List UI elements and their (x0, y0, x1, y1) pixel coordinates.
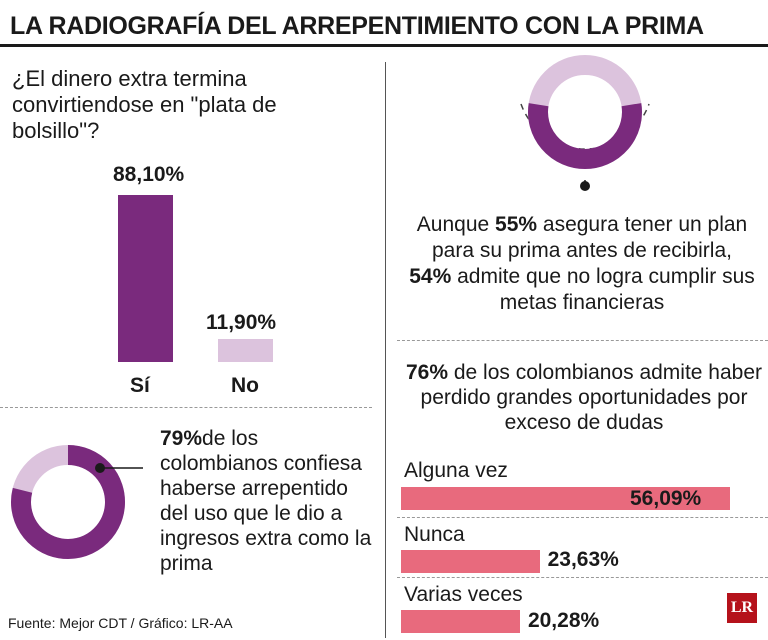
panel-76-highlight: 76% (405, 361, 448, 384)
divider-right-3 (397, 577, 768, 578)
hbar-value-varias-veces: 20,28% (527, 609, 600, 632)
divider-right-1 (397, 340, 768, 341)
bar-no (218, 339, 273, 362)
hbar-label-varias-veces: Varias veces (404, 583, 523, 606)
donut-55-slice (528, 103, 642, 169)
panel-55-highlight-1: 55% (495, 213, 538, 236)
panel-79-text: 79%de los colombianos confiesa haberse a… (160, 426, 375, 576)
lr-logo: LR (727, 593, 757, 623)
panel-55-part-2: asegura tener un plan para su prima ante… (432, 213, 748, 262)
question-text: ¿El dinero extra termina convirtiendose … (12, 66, 277, 143)
hbar-value-nunca: 23,63% (547, 548, 619, 571)
panel-55-part-1: Aunque (416, 213, 496, 236)
panel-55-text: Aunque 55% asegura tener un plan para su… (397, 212, 767, 316)
panel-76-text: 76% de los colombianos admite haber perd… (400, 360, 768, 435)
donut-79-chart (11, 445, 143, 559)
bar-si (118, 195, 173, 362)
donut-55-chart (520, 55, 650, 191)
source-note: Fuente: Mejor CDT / Gráfico: LR-AA (8, 615, 233, 631)
panel-79-body: de los colombianos confiesa haberse arre… (160, 427, 372, 575)
hbar-label-nunca: Nunca (404, 523, 465, 546)
hbar-varias-veces (401, 610, 520, 633)
donut-79-dot (95, 463, 105, 473)
divider-right-2 (397, 517, 768, 518)
bar-category-si: Sí (130, 374, 150, 397)
divider-left (0, 407, 372, 408)
panel-55-highlight-2: 54% (409, 265, 452, 288)
panel-76-body: de los colombianos admite haber perdido … (420, 361, 763, 434)
donut-55-dot (580, 181, 590, 191)
panel-55-part-3: admite que no logra cumplir sus metas fi… (451, 265, 755, 314)
panel-79-highlight: 79% (160, 427, 203, 450)
title-rule (0, 44, 768, 47)
bar-value-label-no: 11,90% (206, 311, 277, 334)
hbar-label-alguna-vez: Alguna vez (404, 459, 508, 482)
hbar-alguna-vez (401, 487, 730, 510)
bar-value-label-si: 88,10% (113, 163, 185, 186)
bar-category-no: No (231, 374, 259, 397)
hbar-value-alguna-vez: 56,09% (630, 487, 702, 510)
vertical-divider (385, 62, 386, 638)
hbar-nunca (401, 550, 540, 573)
page-title: LA RADIOGRAFÍA DEL ARREPENTIMIENTO CON L… (10, 12, 704, 40)
